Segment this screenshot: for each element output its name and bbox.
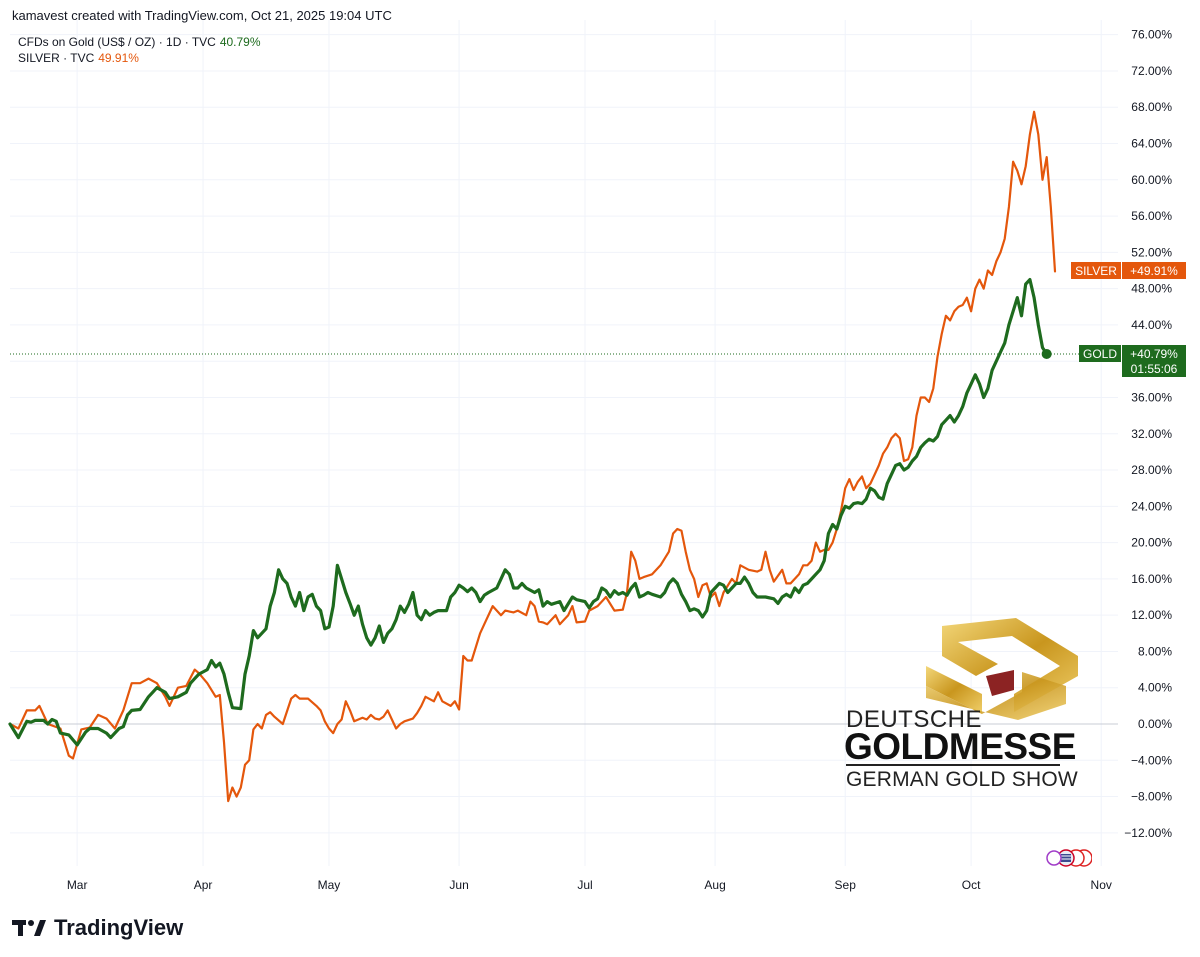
- chart-legend: CFDs on Gold (US$ / OZ) · 1D · TVC 40.79%…: [18, 34, 261, 66]
- series-layer: [8, 110, 1057, 803]
- x-tick-label: Nov: [1091, 878, 1112, 892]
- tradingview-logo-icon: [12, 920, 46, 936]
- price-tags: SILVER +49.91% GOLD +40.79% 01:55:06: [1071, 262, 1186, 377]
- creator-line: kamavest created with TradingView.com, O…: [12, 8, 392, 23]
- y-tick-label: 64.00%: [1131, 137, 1172, 151]
- y-tick-label: 72.00%: [1131, 64, 1172, 78]
- silver-value-tag: +49.91%: [1130, 264, 1178, 278]
- gold-name-tag: GOLD: [1083, 347, 1117, 361]
- x-tick-label: Oct: [962, 878, 981, 892]
- grid-layer: [10, 20, 1118, 866]
- y-tick-label: 36.00%: [1131, 390, 1172, 404]
- gold-countdown: 01:55:06: [1131, 362, 1178, 376]
- y-tick-label: 0.00%: [1138, 717, 1172, 731]
- y-tick-label: 56.00%: [1131, 209, 1172, 223]
- y-tick-label: −4.00%: [1131, 753, 1172, 767]
- series-line-gold: [8, 278, 1049, 747]
- watermark-line2: GOLDMESSE: [844, 726, 1076, 767]
- watermark-line3: GERMAN GOLD SHOW: [846, 768, 1078, 791]
- gold-value-tag: +40.79%: [1130, 347, 1178, 361]
- tradingview-brand[interactable]: TradingView: [12, 915, 183, 941]
- legend-gold-row[interactable]: CFDs on Gold (US$ / OZ) · 1D · TVC 40.79%: [18, 34, 261, 50]
- x-tick-label: Apr: [194, 878, 213, 892]
- y-tick-label: 44.00%: [1131, 318, 1172, 332]
- x-tick-label: Jul: [577, 878, 592, 892]
- legend-silver-row[interactable]: SILVER · TVC 49.91%: [18, 50, 261, 66]
- y-tick-label: 12.00%: [1131, 608, 1172, 622]
- x-tick-label: May: [318, 878, 341, 892]
- silver-name-tag-bg: [1071, 262, 1121, 279]
- y-tick-label: −12.00%: [1124, 826, 1172, 840]
- y-tick-label: −8.00%: [1131, 790, 1172, 804]
- y-tick-label: 20.00%: [1131, 536, 1172, 550]
- gold-last-point: [1041, 348, 1052, 359]
- legend-silver-label: SILVER · TVC: [18, 51, 95, 65]
- x-tick-label: Sep: [835, 878, 857, 892]
- y-axis: 76.00% 72.00% 68.00% 64.00% 60.00% 56.00% 52.0…: [1124, 28, 1172, 840]
- x-tick-label: Mar: [67, 878, 88, 892]
- y-tick-label: 68.00%: [1131, 100, 1172, 114]
- currency-flags-icon[interactable]: [1046, 848, 1092, 868]
- y-tick-label: 76.00%: [1131, 28, 1172, 42]
- legend-gold-value: 40.79%: [219, 35, 261, 49]
- y-tick-label: 60.00%: [1131, 173, 1172, 187]
- x-tick-label: Aug: [704, 878, 725, 892]
- y-tick-label: 52.00%: [1131, 245, 1172, 259]
- legend-silver-value: 49.91%: [98, 51, 139, 65]
- goldmesse-logo-icon: [926, 618, 1078, 720]
- watermark-line1: DEUTSCHE: [846, 706, 983, 733]
- y-tick-label: 28.00%: [1131, 463, 1172, 477]
- y-tick-label: 8.00%: [1138, 644, 1172, 658]
- gold-value-tag-bg: [1122, 345, 1186, 377]
- y-tick-label: 24.00%: [1131, 499, 1172, 513]
- brand-name: TradingView: [54, 915, 184, 940]
- legend-gold-label: CFDs on Gold (US$ / OZ) · 1D · TVC: [18, 35, 216, 49]
- x-tick-label: Jun: [449, 878, 468, 892]
- y-tick-label: 16.00%: [1131, 572, 1172, 586]
- x-axis: Mar Apr May Jun Jul Aug Sep Oct Nov: [67, 878, 1112, 892]
- y-tick-label: 48.00%: [1131, 282, 1172, 296]
- watermark-rule: [846, 764, 1060, 766]
- silver-value-tag-bg: [1122, 262, 1186, 279]
- series-line-silver: [8, 110, 1057, 803]
- silver-name-tag: SILVER: [1075, 264, 1117, 278]
- y-tick-label: 4.00%: [1138, 681, 1172, 695]
- gold-name-tag-bg: [1079, 345, 1121, 362]
- y-tick-label: 32.00%: [1131, 427, 1172, 441]
